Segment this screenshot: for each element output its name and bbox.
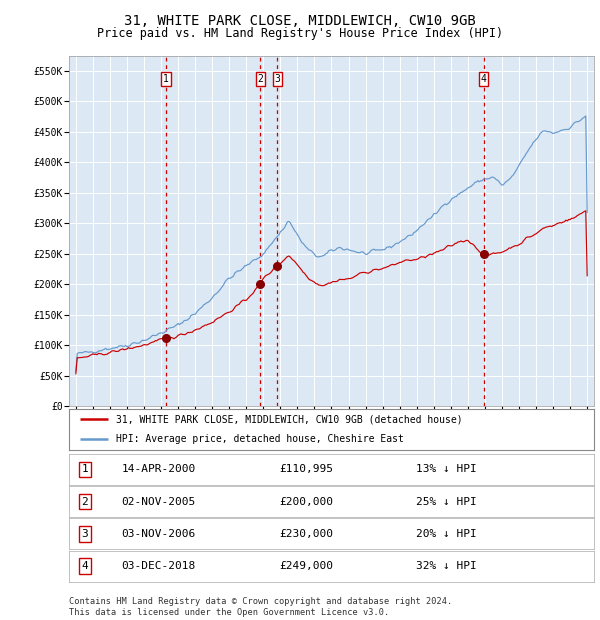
Text: 13% ↓ HPI: 13% ↓ HPI <box>415 464 476 474</box>
Text: 1: 1 <box>82 464 88 474</box>
Text: 20% ↓ HPI: 20% ↓ HPI <box>415 529 476 539</box>
Text: Contains HM Land Registry data © Crown copyright and database right 2024.
This d: Contains HM Land Registry data © Crown c… <box>69 598 452 617</box>
Text: 4: 4 <box>481 74 487 84</box>
Text: 14-APR-2000: 14-APR-2000 <box>121 464 196 474</box>
Text: 4: 4 <box>82 561 88 571</box>
Text: 03-DEC-2018: 03-DEC-2018 <box>121 561 196 571</box>
Text: 32% ↓ HPI: 32% ↓ HPI <box>415 561 476 571</box>
Text: 31, WHITE PARK CLOSE, MIDDLEWICH, CW10 9GB (detached house): 31, WHITE PARK CLOSE, MIDDLEWICH, CW10 9… <box>116 414 463 424</box>
Text: 2: 2 <box>82 497 88 507</box>
Text: 2: 2 <box>257 74 263 84</box>
Text: 31, WHITE PARK CLOSE, MIDDLEWICH, CW10 9GB: 31, WHITE PARK CLOSE, MIDDLEWICH, CW10 9… <box>124 14 476 28</box>
Text: £110,995: £110,995 <box>279 464 333 474</box>
Text: £249,000: £249,000 <box>279 561 333 571</box>
Text: HPI: Average price, detached house, Cheshire East: HPI: Average price, detached house, Ches… <box>116 435 404 445</box>
Text: £200,000: £200,000 <box>279 497 333 507</box>
Text: 25% ↓ HPI: 25% ↓ HPI <box>415 497 476 507</box>
Text: 02-NOV-2005: 02-NOV-2005 <box>121 497 196 507</box>
Text: Price paid vs. HM Land Registry's House Price Index (HPI): Price paid vs. HM Land Registry's House … <box>97 27 503 40</box>
Text: 3: 3 <box>275 74 280 84</box>
Text: £230,000: £230,000 <box>279 529 333 539</box>
Text: 03-NOV-2006: 03-NOV-2006 <box>121 529 196 539</box>
Text: 3: 3 <box>82 529 88 539</box>
Text: 1: 1 <box>163 74 169 84</box>
